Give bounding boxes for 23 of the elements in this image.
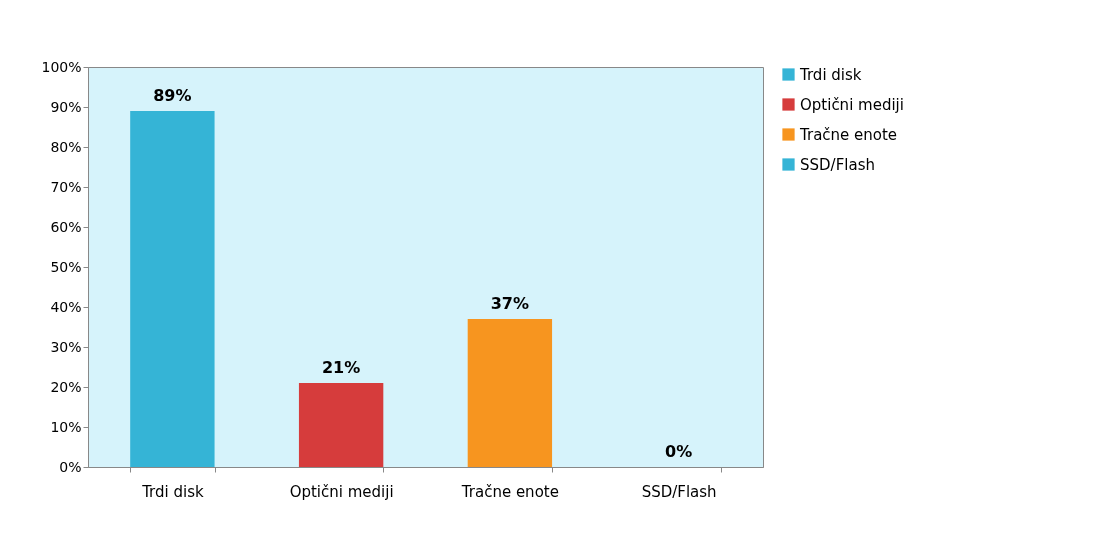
y-tick-label: 70% [50,178,82,195]
y-tick-label: 40% [50,298,82,315]
y-tick-label: 50% [50,258,82,275]
y-tick-label: 80% [50,138,82,155]
y-tick-label: 90% [50,98,82,115]
data-label: 0% [665,442,693,461]
legend-label: Tračne enote [799,125,898,144]
x-tick-label: Tračne enote [460,482,559,501]
data-label: 21% [321,358,361,377]
data-label: 89% [153,86,192,105]
y-tick-label: 10% [50,418,82,435]
y-tick-label: 60% [50,218,82,235]
y-tick-label: 30% [50,338,82,355]
y-tick-label: 0% [59,458,82,475]
x-tick-label: Optični mediji [289,482,394,501]
legend-label: Trdi disk [799,65,862,84]
legend-label: SSD/Flash [800,155,875,174]
x-tick-label: SSD/Flash [641,482,717,501]
y-tick-label: 100% [41,58,82,75]
y-tick-label: 20% [50,378,82,395]
legend-label: Optični mediji [800,95,904,114]
data-label: 37% [490,294,530,313]
x-tick-label: Trdi disk [141,482,204,501]
